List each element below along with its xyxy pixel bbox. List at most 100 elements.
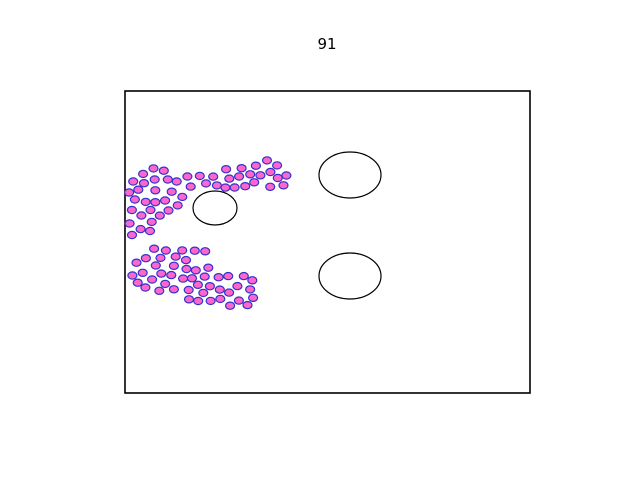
particle (138, 169, 149, 179)
particle (133, 185, 144, 194)
particle (229, 183, 240, 192)
particle (204, 282, 215, 291)
particle (154, 286, 165, 295)
particle (126, 205, 137, 215)
particle (147, 275, 158, 284)
particle (245, 170, 256, 179)
particle (131, 258, 142, 267)
particle (168, 285, 179, 294)
simulation-boundary (124, 90, 531, 394)
particle (265, 182, 276, 191)
particle (145, 205, 156, 215)
particle (160, 196, 171, 205)
particle (149, 244, 160, 253)
particle (183, 285, 194, 295)
particle (194, 171, 205, 181)
particle (192, 280, 203, 289)
particle (124, 219, 135, 228)
particle (146, 217, 157, 227)
particle (150, 186, 161, 195)
particle (193, 296, 204, 306)
particle (126, 230, 138, 240)
particle (214, 285, 225, 294)
particle (181, 264, 192, 274)
particle (136, 211, 147, 220)
particle (224, 288, 235, 297)
particle (166, 270, 177, 280)
particle (199, 272, 210, 281)
particle (223, 271, 234, 281)
particle (208, 172, 219, 181)
particle (182, 172, 193, 181)
particle (265, 167, 276, 177)
particle (160, 279, 171, 289)
particle (238, 271, 249, 281)
particle (261, 156, 273, 165)
particle (200, 247, 211, 256)
particle (150, 197, 161, 207)
particle (166, 187, 177, 196)
particle (225, 301, 236, 310)
particle-swarm (124, 156, 292, 310)
particle (232, 281, 243, 291)
particle (249, 178, 260, 187)
particle (189, 246, 200, 255)
particle (242, 300, 253, 310)
particle (124, 188, 135, 197)
particle (272, 173, 283, 183)
particle (140, 254, 151, 263)
particle (203, 263, 214, 272)
particle (150, 261, 161, 270)
obstacle-upper (318, 151, 382, 199)
particle (190, 266, 201, 275)
obstacle-lower (318, 252, 382, 300)
particle (186, 274, 198, 283)
particle (135, 224, 146, 234)
particle (220, 183, 231, 192)
particle (221, 164, 232, 174)
particle (128, 177, 139, 186)
particle (255, 171, 266, 180)
particle (149, 175, 160, 184)
particle (272, 161, 283, 170)
particle (205, 296, 216, 306)
particle (200, 179, 212, 188)
particle (127, 271, 138, 280)
particle (211, 181, 222, 190)
particle (281, 171, 292, 180)
particle (156, 269, 167, 278)
particle (154, 211, 165, 220)
particle (198, 288, 209, 298)
particle (185, 182, 196, 191)
particle (177, 246, 188, 255)
particle (171, 177, 182, 186)
particle (248, 293, 259, 302)
particle (163, 206, 174, 215)
particle (213, 273, 224, 282)
particle (137, 268, 148, 277)
particle (129, 195, 140, 204)
particle (278, 181, 289, 190)
particle (144, 226, 156, 236)
particle (180, 255, 192, 265)
particle (140, 197, 151, 207)
particle (138, 178, 150, 188)
particle (162, 175, 173, 184)
particle (170, 252, 181, 261)
particle (160, 246, 171, 255)
particle (155, 253, 166, 263)
particle (224, 174, 235, 183)
particle (240, 181, 251, 191)
particle (158, 166, 169, 175)
obstacle-small (192, 190, 238, 226)
particle (245, 285, 256, 294)
particle (148, 164, 159, 173)
frame-counter: 91 (317, 35, 336, 53)
particle (234, 172, 245, 181)
particle (172, 201, 183, 210)
particle (177, 192, 188, 202)
particle (236, 163, 247, 173)
particle (168, 261, 179, 270)
particle (183, 295, 195, 304)
